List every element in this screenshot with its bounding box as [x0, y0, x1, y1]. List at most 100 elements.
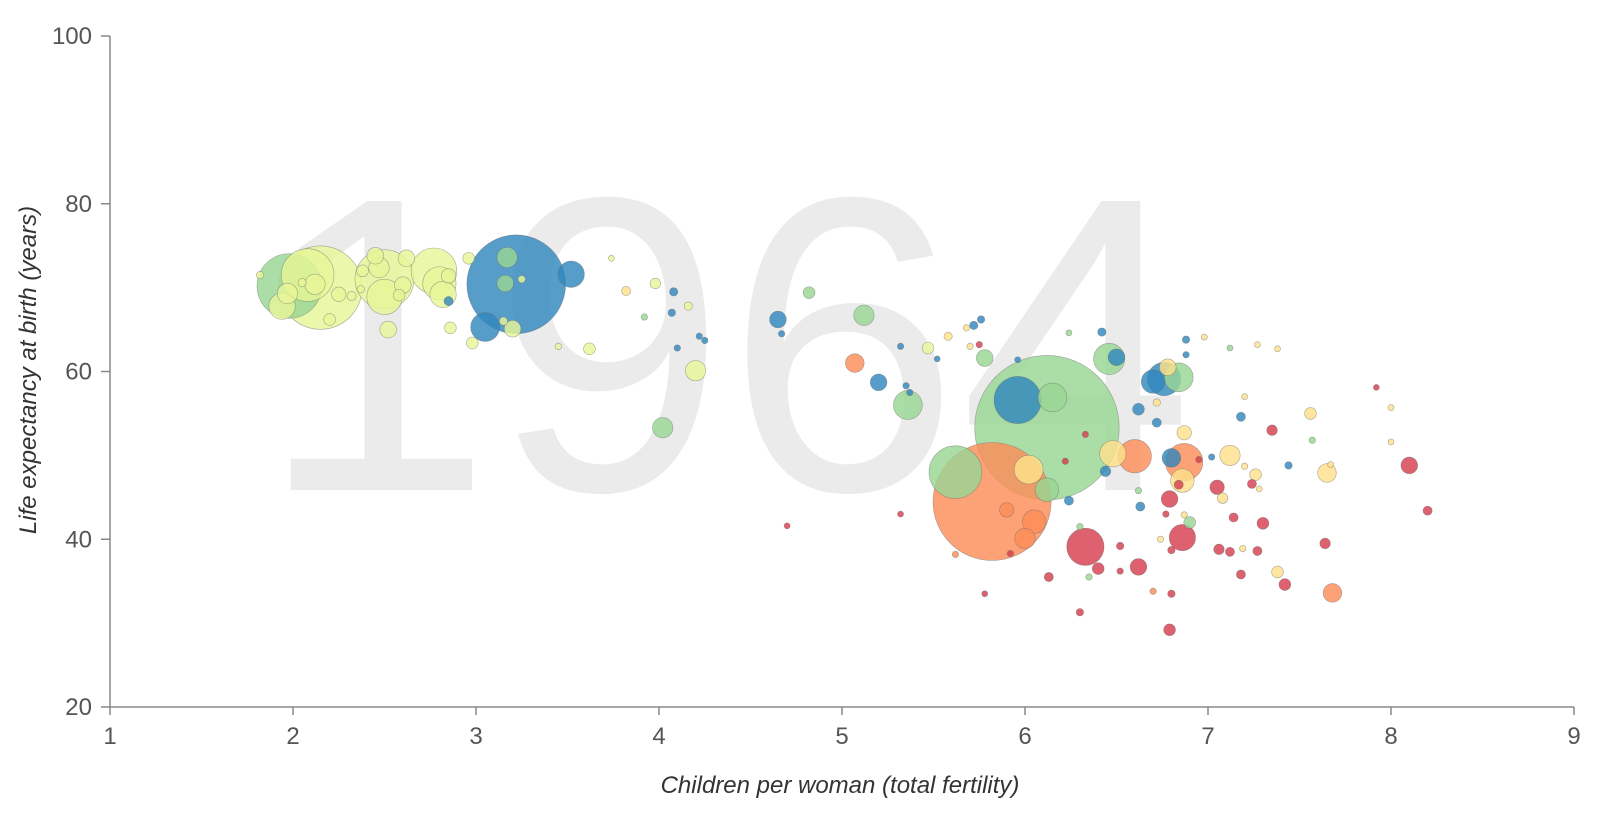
country-bubble[interactable]: [1013, 454, 1044, 485]
country-bubble[interactable]: [683, 301, 693, 311]
country-bubble[interactable]: [1043, 572, 1054, 582]
country-bubble[interactable]: [999, 502, 1015, 518]
country-bubble[interactable]: [583, 342, 596, 356]
country-bubble[interactable]: [1183, 516, 1196, 529]
country-bubble[interactable]: [1152, 398, 1161, 407]
country-bubble[interactable]: [1256, 517, 1270, 530]
country-bubble[interactable]: [1014, 527, 1036, 549]
country-bubble[interactable]: [557, 260, 585, 288]
country-bubble[interactable]: [1176, 425, 1192, 441]
country-bubble[interactable]: [1037, 382, 1068, 413]
country-bubble[interactable]: [1097, 327, 1107, 337]
country-bubble[interactable]: [695, 332, 703, 340]
country-bubble[interactable]: [853, 304, 875, 326]
country-bubble[interactable]: [256, 271, 265, 280]
country-bubble[interactable]: [1274, 345, 1281, 353]
country-bubble[interactable]: [1167, 546, 1176, 555]
country-bubble[interactable]: [1065, 329, 1073, 337]
country-bubble[interactable]: [673, 344, 681, 352]
country-bubble[interactable]: [1317, 463, 1337, 483]
country-bubble[interactable]: [1091, 562, 1105, 575]
country-bubble[interactable]: [1400, 456, 1418, 475]
country-bubble[interactable]: [1208, 453, 1216, 461]
country-bubble[interactable]: [496, 246, 518, 268]
country-bubble[interactable]: [897, 342, 905, 350]
country-bubble[interactable]: [1160, 490, 1179, 508]
country-bubble[interactable]: [975, 341, 983, 349]
country-bubble[interactable]: [1081, 430, 1089, 438]
country-bubble[interactable]: [1236, 411, 1246, 422]
country-bubble[interactable]: [667, 308, 676, 317]
country-bubble[interactable]: [1140, 369, 1166, 394]
country-bubble[interactable]: [1159, 358, 1177, 376]
country-bubble[interactable]: [1239, 544, 1247, 553]
country-bubble[interactable]: [1135, 501, 1146, 512]
country-bubble[interactable]: [297, 278, 307, 288]
country-bubble[interactable]: [276, 282, 299, 305]
country-bubble[interactable]: [470, 312, 500, 342]
country-bubble[interactable]: [1180, 511, 1188, 519]
country-bubble[interactable]: [778, 330, 786, 338]
country-bubble[interactable]: [977, 315, 986, 324]
country-bubble[interactable]: [1304, 407, 1317, 420]
country-bubble[interactable]: [331, 286, 347, 302]
country-bubble[interactable]: [496, 274, 514, 293]
country-bubble[interactable]: [1217, 492, 1229, 504]
country-bubble[interactable]: [966, 342, 974, 350]
country-bubble[interactable]: [669, 287, 679, 297]
country-bubble[interactable]: [346, 291, 357, 301]
country-bubble[interactable]: [1134, 487, 1142, 495]
country-bubble[interactable]: [1327, 461, 1334, 468]
country-bubble[interactable]: [443, 296, 454, 306]
country-bubble[interactable]: [356, 264, 369, 278]
country-bubble[interactable]: [1116, 541, 1125, 550]
country-bubble[interactable]: [462, 252, 475, 265]
country-bubble[interactable]: [1213, 543, 1225, 555]
country-bubble[interactable]: [1107, 348, 1126, 366]
country-bubble[interactable]: [392, 288, 406, 302]
country-bubble[interactable]: [517, 275, 526, 284]
country-bubble[interactable]: [902, 382, 910, 390]
country-bubble[interactable]: [1219, 444, 1241, 466]
country-bubble[interactable]: [1099, 465, 1112, 477]
country-bubble[interactable]: [906, 388, 914, 397]
country-bubble[interactable]: [1247, 479, 1257, 489]
country-bubble[interactable]: [1254, 341, 1261, 348]
country-bubble[interactable]: [1228, 512, 1239, 523]
country-bubble[interactable]: [1249, 468, 1262, 481]
country-bubble[interactable]: [769, 310, 787, 329]
country-bubble[interactable]: [1266, 424, 1278, 436]
country-bubble[interactable]: [1255, 485, 1263, 493]
country-bubble[interactable]: [1284, 461, 1293, 470]
country-bubble[interactable]: [1278, 578, 1292, 591]
country-bubble[interactable]: [1066, 527, 1105, 566]
country-bubble[interactable]: [1006, 549, 1014, 558]
country-bubble[interactable]: [1116, 567, 1124, 575]
country-bubble[interactable]: [1236, 569, 1246, 580]
country-bubble[interactable]: [1061, 457, 1069, 465]
country-bubble[interactable]: [1173, 479, 1184, 490]
country-bubble[interactable]: [701, 336, 709, 344]
country-bubble[interactable]: [1132, 403, 1145, 416]
country-bubble[interactable]: [1422, 505, 1433, 516]
country-bubble[interactable]: [608, 254, 615, 262]
country-bubble[interactable]: [1308, 436, 1316, 444]
country-bubble[interactable]: [366, 247, 384, 265]
country-bubble[interactable]: [933, 355, 941, 363]
country-bubble[interactable]: [1170, 468, 1195, 493]
country-bubble[interactable]: [1034, 477, 1060, 502]
country-bubble[interactable]: [969, 320, 979, 330]
country-bubble[interactable]: [649, 277, 661, 290]
country-bubble[interactable]: [1387, 438, 1395, 446]
country-bubble[interactable]: [444, 321, 457, 335]
country-bubble[interactable]: [845, 353, 865, 373]
country-bubble[interactable]: [379, 320, 397, 339]
country-bubble[interactable]: [928, 445, 983, 499]
country-bubble[interactable]: [1014, 356, 1021, 364]
country-bubble[interactable]: [554, 342, 562, 350]
country-bubble[interactable]: [1163, 623, 1176, 637]
country-bubble[interactable]: [1225, 546, 1235, 557]
country-bubble[interactable]: [897, 510, 904, 518]
country-bubble[interactable]: [1241, 393, 1248, 400]
country-bubble[interactable]: [976, 349, 994, 367]
